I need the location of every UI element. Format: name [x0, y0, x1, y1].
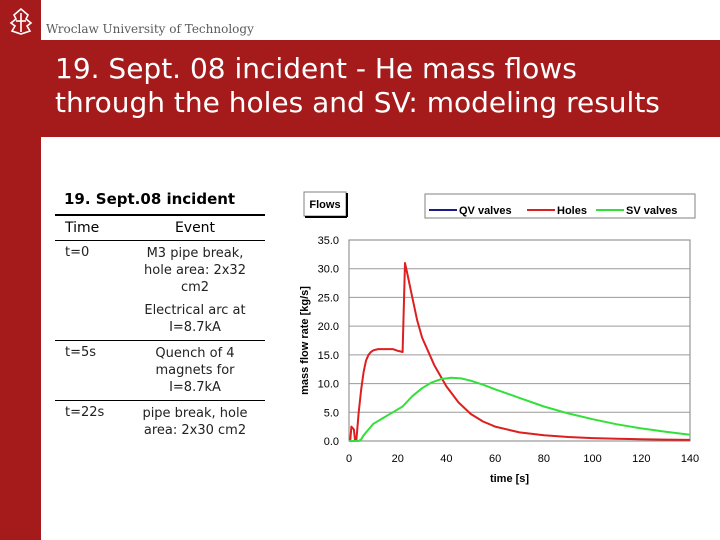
- row-time: t=5s: [55, 340, 125, 401]
- legend-label: QV valves: [459, 205, 512, 217]
- x-tick-label: 20: [392, 453, 404, 465]
- row-time: t=0: [55, 240, 125, 341]
- event-table: Time Event t=0 M3 pipe break, hole area:…: [55, 214, 265, 443]
- event-line: cm2: [180, 280, 210, 295]
- event-line: M3 pipe break,: [146, 246, 244, 261]
- table-caption: 19. Sept.08 incident: [64, 190, 236, 208]
- title-line-1: 19. Sept. 08 incident - He mass flows: [55, 52, 577, 85]
- column-header-time: Time: [55, 214, 125, 241]
- y-tick-label: 10.0: [318, 379, 339, 391]
- legend-box: [424, 193, 696, 219]
- y-tick-label: 30.0: [318, 264, 339, 276]
- left-brand-bar: [0, 0, 41, 540]
- x-tick-label: 60: [489, 453, 501, 465]
- event-line: pipe break, hole: [142, 406, 248, 421]
- x-tick-label: 0: [346, 453, 352, 465]
- y-axis-title: mass flow rate [kg/s]: [299, 286, 311, 395]
- series-line: [349, 376, 691, 442]
- x-axis-title: time [s]: [490, 473, 529, 485]
- event-line: hole area: 2x32: [144, 263, 246, 278]
- x-tick-label: 100: [583, 453, 601, 465]
- x-tick-label: 80: [538, 453, 550, 465]
- table-row: t=5s Quench of 4 magnets for I=8.7kA: [55, 340, 265, 401]
- row-event: Quench of 4 magnets for I=8.7kA: [125, 340, 265, 401]
- y-tick-label: 20.0: [318, 321, 339, 333]
- y-tick-label: 15.0: [318, 350, 339, 362]
- series-line: [349, 262, 691, 442]
- title-line-2: through the holes and SV: modeling resul…: [55, 86, 660, 119]
- event-line: area: 2x30 cm2: [143, 423, 247, 438]
- table-header-row: Time Event: [55, 214, 265, 241]
- event-line: magnets for: [155, 363, 235, 378]
- row-event: M3 pipe break, hole area: 2x32 cm2 Elect…: [125, 240, 265, 341]
- event-line: Electrical arc at: [144, 303, 246, 318]
- row-event: pipe break, hole area: 2x30 cm2: [125, 401, 265, 444]
- y-tick-label: 35.0: [318, 235, 339, 247]
- event-line: Quench of 4: [155, 346, 235, 361]
- legend-label: Holes: [557, 205, 587, 217]
- row-time: t=22s: [65, 405, 105, 420]
- mass-flow-chart: 0.0 5.0 10.0 15.0 20.0 25.0 30.0 35.0 0 20 40 60 80 1…: [299, 191, 699, 485]
- y-tick-label: 5.0: [324, 407, 339, 419]
- y-tick-label: 25.0: [318, 292, 339, 304]
- x-tick-label: 120: [632, 453, 650, 465]
- x-tick-label: 140: [681, 453, 699, 465]
- x-tick-label: 40: [440, 453, 452, 465]
- table-row: t=22s pipe break, hole area: 2x30 cm2: [55, 401, 265, 444]
- slide-title: 19. Sept. 08 incident - He mass flows th…: [55, 52, 715, 120]
- title-bar: 19. Sept. 08 incident - He mass flows th…: [41, 40, 720, 137]
- event-line: I=8.7kA: [169, 380, 221, 395]
- table-row: t=0 M3 pipe break, hole area: 2x32 cm2 E…: [55, 240, 265, 341]
- university-name: Wroclaw University of Technology: [46, 22, 254, 36]
- column-header-event: Event: [125, 214, 265, 241]
- event-line: I=8.7kA: [169, 320, 221, 335]
- eagle-logo-icon: [9, 7, 33, 35]
- top-strip: [41, 0, 720, 40]
- chart-title: Flows: [309, 199, 340, 211]
- plot-area: [348, 239, 691, 442]
- legend-label: SV valves: [626, 205, 677, 217]
- y-tick-label: 0.0: [324, 436, 339, 448]
